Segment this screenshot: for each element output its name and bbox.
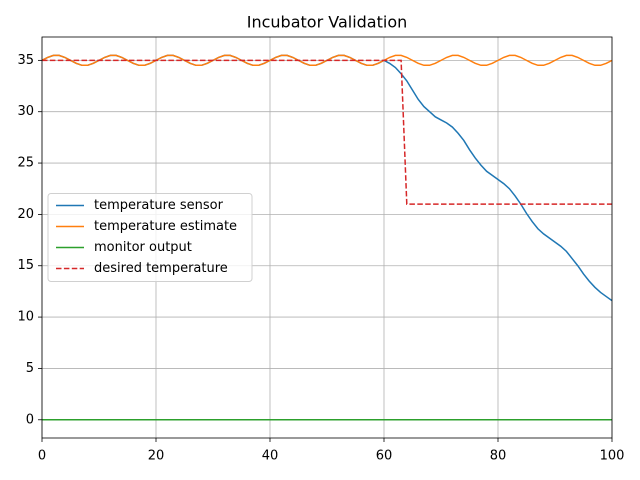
y-tick-label: 0 — [26, 412, 34, 427]
legend-label: desired temperature — [94, 261, 228, 276]
x-tick-label: 20 — [148, 449, 165, 464]
chart-title: Incubator Validation — [247, 13, 408, 32]
legend-label: monitor output — [94, 240, 192, 255]
x-tick-label: 0 — [38, 449, 46, 464]
y-tick-label: 15 — [17, 258, 34, 273]
legend-label: temperature sensor — [94, 198, 224, 213]
y-tick-label: 30 — [17, 104, 34, 119]
y-tick-label: 25 — [17, 156, 34, 171]
x-tick-label: 100 — [600, 449, 625, 464]
legend-label: temperature estimate — [94, 219, 237, 234]
y-tick-label: 20 — [17, 207, 34, 222]
plot-frame — [41, 36, 613, 439]
y-tick-label: 5 — [26, 361, 34, 376]
series-line — [42, 59, 612, 205]
x-tick-label: 60 — [376, 449, 393, 464]
x-tick-label: 80 — [490, 449, 507, 464]
x-tick-label: 40 — [262, 449, 279, 464]
legend-frame — [47, 193, 253, 282]
y-tick-label: 35 — [17, 53, 34, 68]
y-tick-label: 10 — [17, 310, 34, 325]
